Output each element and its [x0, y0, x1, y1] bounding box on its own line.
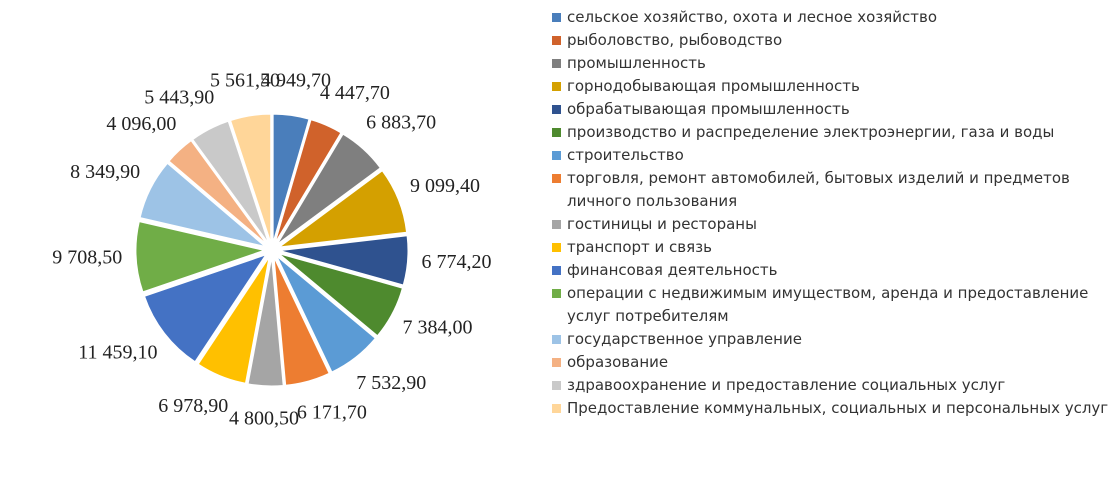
legend-label: горнодобывающая промышленность	[567, 77, 860, 95]
legend-label: производство и распределение электроэнер…	[567, 123, 1055, 141]
chart: 4 949,704 447,70 6 883,70 9 099,40 6 774,20…	[52, 69, 491, 429]
legend-item: здравоохранение и предоставление социаль…	[552, 374, 1112, 397]
pie-slice	[247, 257, 284, 387]
legend-item: транспорт и связь	[552, 236, 1112, 259]
legend-label: строительство	[567, 146, 684, 164]
legend-label: транспорт и связь	[567, 238, 712, 256]
legend-label: рыболовство, рыбоводство	[567, 31, 783, 49]
legend-label: здравоохранение и предоставление социаль…	[567, 376, 1006, 394]
pie-slice	[276, 255, 376, 373]
legend-swatch	[552, 289, 561, 298]
legend-swatch	[552, 220, 561, 229]
legend-swatch	[552, 335, 561, 344]
legend-swatch	[552, 266, 561, 275]
pie-slice	[276, 133, 381, 245]
legend-swatch	[552, 13, 561, 22]
legend-label: торговля, ремонт автомобилей, бытовых из…	[567, 169, 1070, 210]
legend-label: финансовая деятельность	[567, 261, 778, 279]
pie-slice	[139, 162, 266, 247]
data-label: 6 978,90	[158, 395, 228, 417]
pie-slice	[168, 140, 267, 245]
legend-label: Предоставление коммунальных, социальных …	[567, 399, 1109, 417]
legend-swatch	[552, 105, 561, 114]
data-label: 4 949,70	[261, 69, 331, 91]
pie-slice	[143, 253, 267, 363]
pie-slice	[135, 221, 266, 293]
legend-item: финансовая деятельность	[552, 259, 1112, 282]
legend-swatch	[552, 174, 561, 183]
legend-swatch	[552, 358, 561, 367]
data-label: 5 561,50	[210, 70, 280, 92]
data-label: 6 774,20	[421, 251, 491, 273]
legend-swatch	[552, 82, 561, 91]
legend-item: рыболовство, рыбоводство	[552, 29, 1112, 52]
data-label: 4 800,50	[229, 407, 299, 429]
legend-item: обрабатывающая промышленность	[552, 98, 1112, 121]
data-label: 9 099,40	[410, 175, 480, 197]
data-label: 8 349,90	[70, 161, 140, 183]
legend-item: образование	[552, 351, 1112, 374]
data-label: 9 708,50	[52, 246, 122, 268]
pie-slice	[272, 113, 310, 243]
legend-item: сельское хозяйство, охота и лесное хозяй…	[552, 6, 1112, 29]
legend-item: государственное управление	[552, 328, 1112, 351]
legend-item: гостиницы и рестораны	[552, 213, 1112, 236]
legend-swatch	[552, 151, 561, 160]
legend-label: сельское хозяйство, охота и лесное хозяй…	[567, 8, 938, 26]
legend-item: Предоставление коммунальных, социальных …	[552, 397, 1112, 420]
legend-item: операции с недвижимым имуществом, аренда…	[552, 282, 1112, 328]
data-label: 6 883,70	[366, 112, 436, 134]
data-label: 7 384,00	[403, 317, 473, 339]
pie-slice	[277, 170, 408, 248]
legend-swatch	[552, 36, 561, 45]
data-label: 11 459,10	[78, 342, 157, 364]
legend-swatch	[552, 128, 561, 137]
pie-slice	[279, 235, 409, 286]
legend-item: строительство	[552, 144, 1112, 167]
legend-item: промышленность	[552, 52, 1112, 75]
data-label: 5 443,90	[144, 86, 214, 108]
legend-item: горнодобывающая промышленность	[552, 75, 1112, 98]
legend-item: производство и распределение электроэнер…	[552, 121, 1112, 144]
legend-label: обрабатывающая промышленность	[567, 100, 850, 118]
pie-slice	[229, 113, 272, 243]
legend: сельское хозяйство, охота и лесное хозяй…	[552, 6, 1112, 420]
legend-label: образование	[567, 353, 669, 371]
data-label: 4 096,00	[106, 113, 176, 135]
legend-label: промышленность	[567, 54, 706, 72]
pie-slice	[278, 253, 403, 337]
data-label: 6 171,70	[297, 402, 367, 424]
pie-slice	[192, 120, 269, 244]
legend-label: операции с недвижимым имуществом, аренда…	[567, 284, 1089, 325]
data-label: 7 532,90	[356, 372, 426, 394]
legend-item: торговля, ремонт автомобилей, бытовых из…	[552, 167, 1112, 213]
pie-slice	[273, 257, 330, 386]
legend-swatch	[552, 404, 561, 413]
legend-label: государственное управление	[567, 330, 802, 348]
legend-swatch	[552, 381, 561, 390]
data-label: 4 447,70	[320, 82, 390, 104]
legend-swatch	[552, 59, 561, 68]
legend-swatch	[552, 243, 561, 252]
pie-slice	[274, 119, 342, 243]
legend-label: гостиницы и рестораны	[567, 215, 757, 233]
pie-slice	[197, 257, 270, 384]
